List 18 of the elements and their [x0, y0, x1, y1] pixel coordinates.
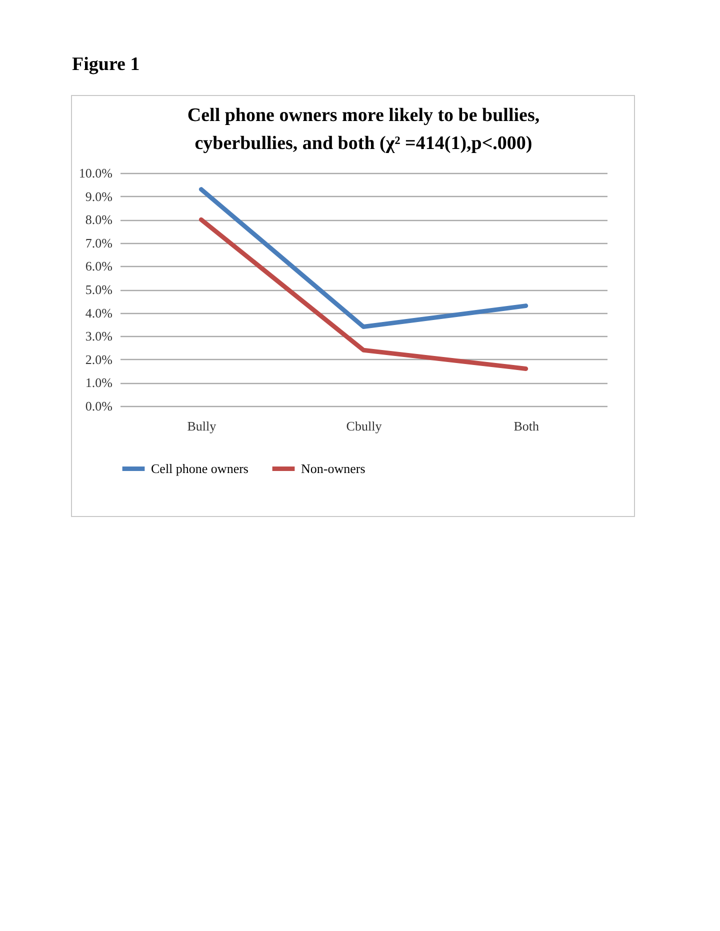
y-tick-label: 4.0%: [85, 305, 113, 320]
y-tick-label: 6.0%: [85, 258, 113, 274]
caption: Figure 1: [72, 54, 140, 76]
y-tick-label: 7.0%: [85, 235, 113, 250]
y-tick-label: 8.0%: [85, 212, 113, 228]
legend-label: Non-owners: [301, 460, 366, 476]
y-tick-label: 3.0%: [85, 328, 113, 344]
x-tick-label: Both: [514, 418, 540, 434]
x-tick-label: Cbully: [346, 418, 382, 434]
y-tick-label: 10.0%: [78, 166, 113, 180]
x-tick-label: Bully: [187, 418, 217, 434]
y-tick-label: 2.0%: [85, 352, 113, 367]
y-tick-label: 0.0%: [85, 398, 113, 414]
y-tick-label: 1.0%: [85, 375, 113, 390]
chart-title: Cell phone owners more likely to be bullies, cyberbullies, and both (χ² =414(1),p<.000): [187, 105, 540, 154]
legend-label: Cell phone owners: [151, 460, 248, 476]
y-tick-label: 9.0%: [85, 188, 113, 204]
y-tick-label: 5.0%: [85, 282, 113, 297]
